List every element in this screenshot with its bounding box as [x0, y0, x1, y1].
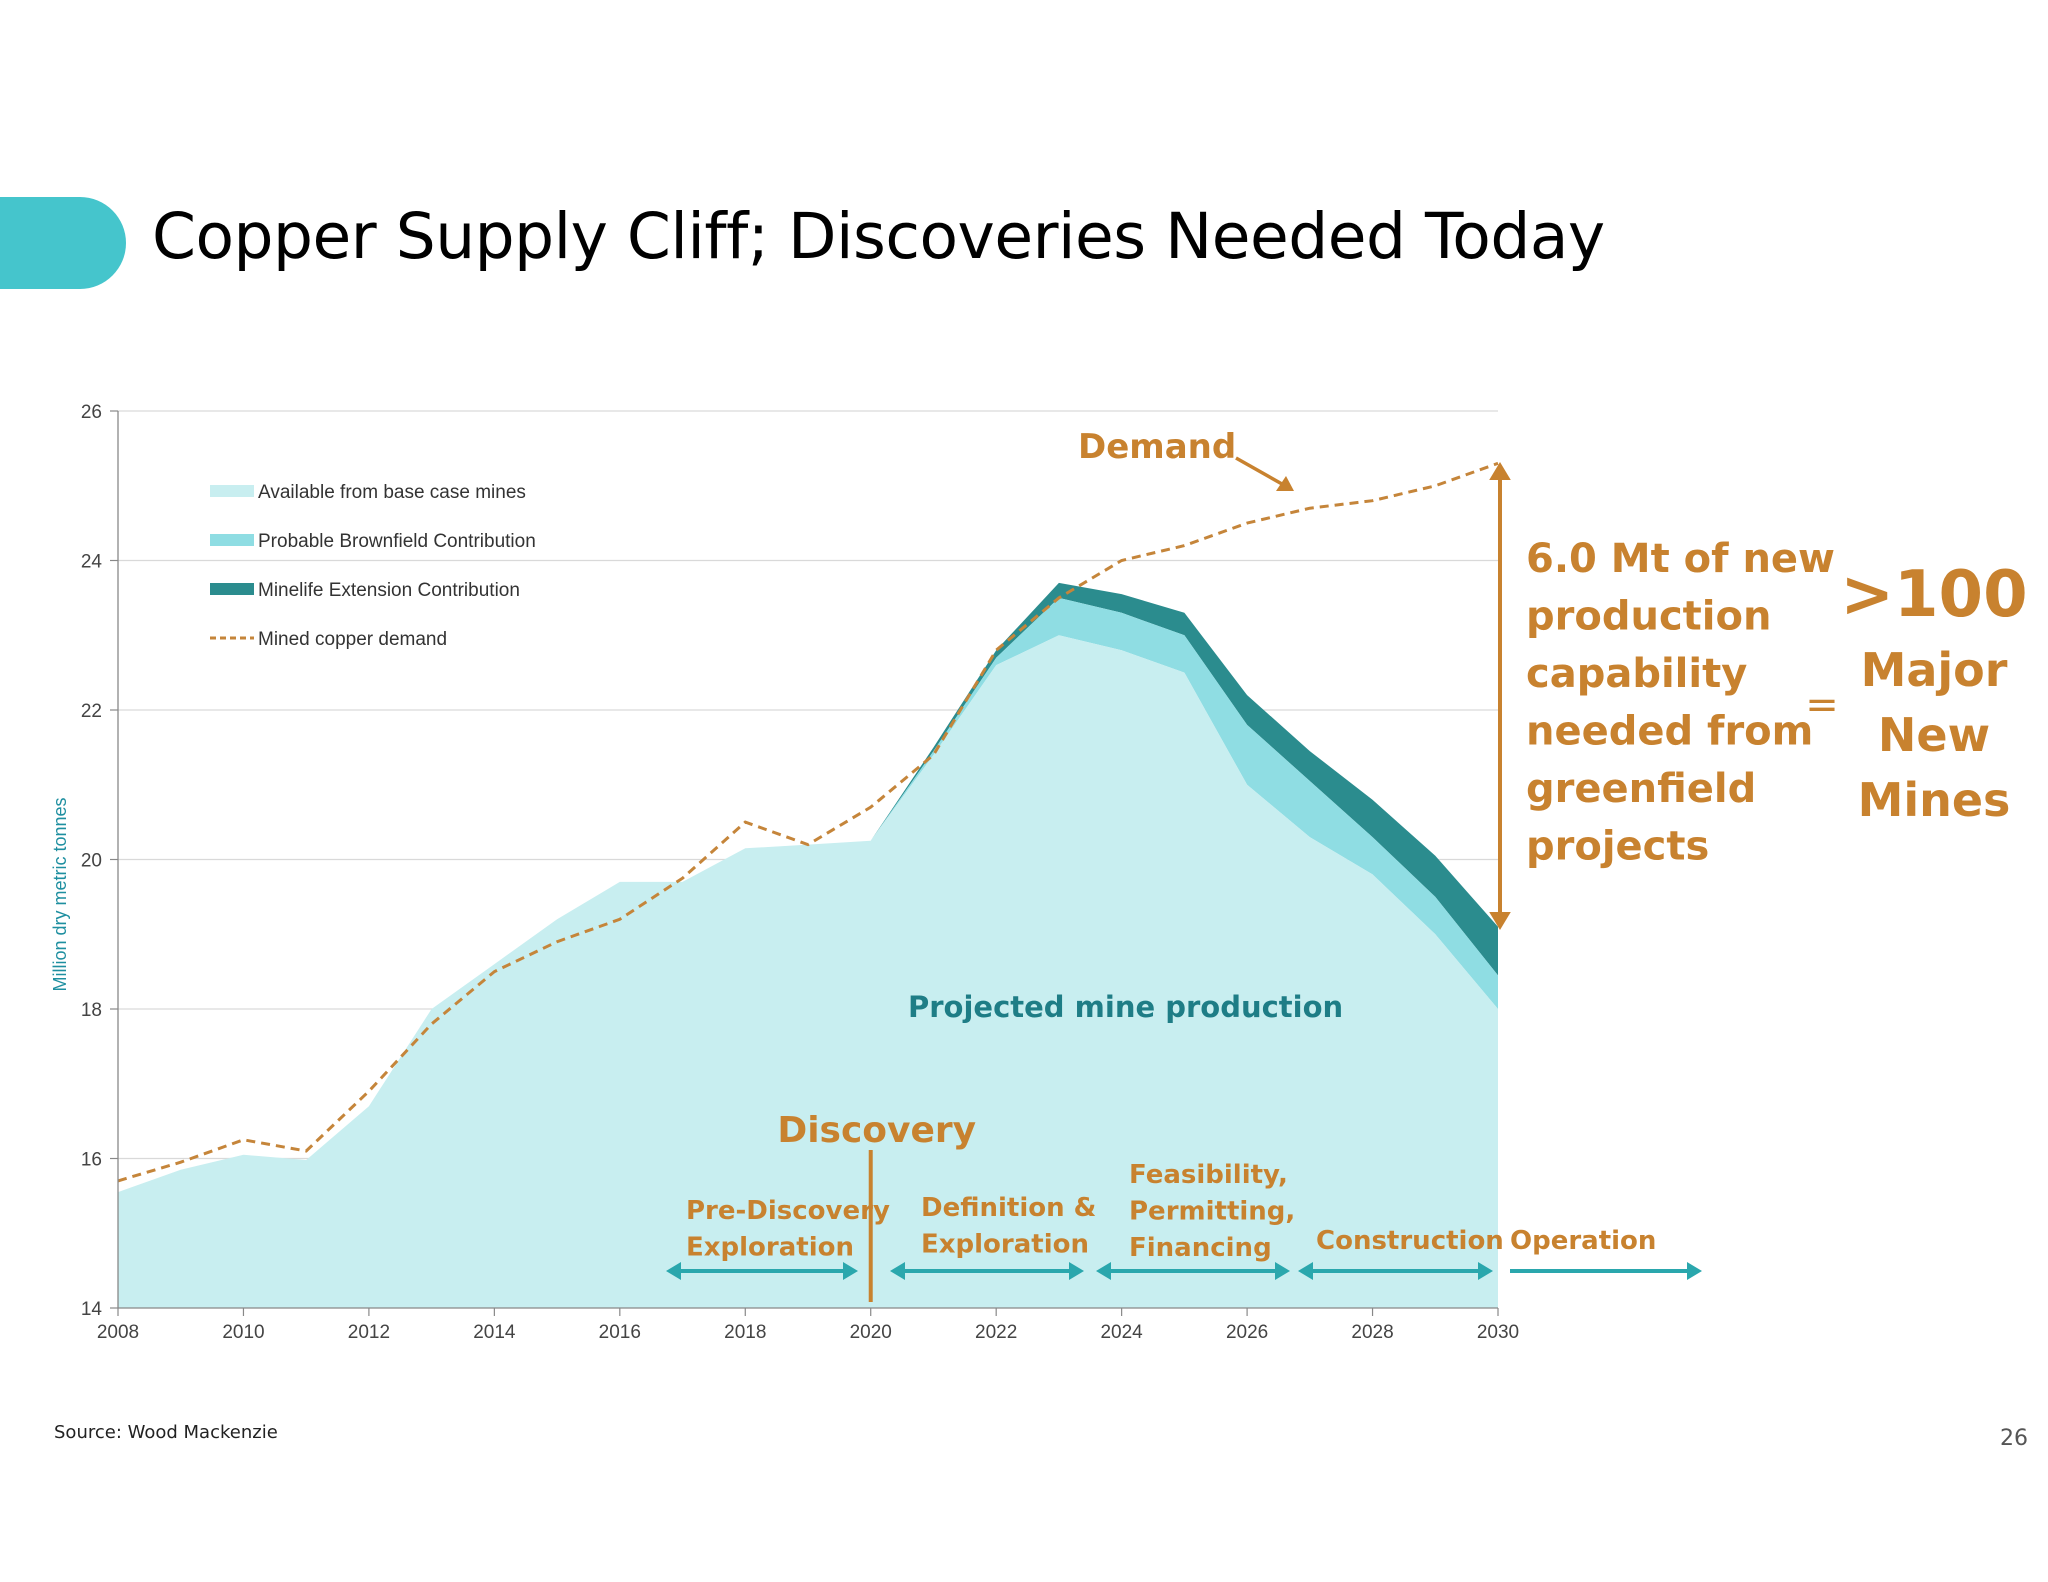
slide-title: Copper Supply Cliff; Discoveries Needed …	[152, 200, 1605, 273]
x-tick-label: 2024	[1100, 1322, 1143, 1343]
y-tick-label: 22	[81, 701, 102, 722]
x-tick-label: 2018	[724, 1322, 766, 1343]
gap-label-line: projects	[1526, 824, 1709, 870]
legend-label: Mined copper demand	[258, 629, 447, 650]
demand-label: Demand	[1078, 427, 1236, 467]
arrow-head	[1096, 1262, 1111, 1280]
y-tick-label: 18	[81, 1000, 102, 1021]
y-tick-label: 24	[81, 552, 103, 573]
y-tick-label: 16	[81, 1150, 102, 1171]
arrow-head	[1069, 1262, 1084, 1280]
x-tick-label: 2026	[1226, 1322, 1268, 1343]
gap-label-line: needed from	[1526, 709, 1813, 755]
arrow-head	[666, 1262, 681, 1280]
demand-arrow-head	[1276, 476, 1294, 491]
x-tick-label: 2030	[1477, 1322, 1519, 1343]
major-mines-count: >100	[1840, 558, 2027, 632]
major-mines-line: New	[1878, 708, 1990, 762]
major-mines-line: Mines	[1858, 773, 2011, 827]
legend-swatch	[210, 583, 254, 595]
arrow-head	[1298, 1262, 1313, 1280]
y-tick-label: 26	[81, 402, 102, 423]
legend-label: Probable Brownfield Contribution	[258, 531, 536, 552]
stage-label-line: Permitting,	[1129, 1197, 1295, 1227]
legend-label: Minelife Extension Contribution	[258, 580, 520, 601]
y-tick-label: 14	[81, 1299, 103, 1320]
demand-arrow-line	[1235, 456, 1283, 486]
x-tick-label: 2020	[850, 1322, 892, 1343]
x-tick-label: 2010	[222, 1322, 264, 1343]
stage-label-line: Definition &	[921, 1193, 1096, 1223]
chart-legend: Available from base case mines Probable B…	[210, 482, 536, 650]
arrow-head	[1687, 1262, 1702, 1280]
stage-label-line: Exploration	[921, 1230, 1089, 1260]
title-accent-tab	[0, 197, 126, 289]
x-tick-label: 2016	[599, 1322, 641, 1343]
demand-line	[117, 461, 1499, 1183]
gap-label-line: 6.0 Mt of new	[1526, 536, 1835, 582]
stage-label-line: Operation	[1510, 1226, 1656, 1256]
arrow-head	[890, 1262, 905, 1280]
major-mines-line: Major	[1861, 643, 2008, 697]
discovery-label: Discovery	[777, 1110, 976, 1151]
gap-label-line: capability	[1526, 651, 1747, 697]
arrow-head	[843, 1262, 858, 1280]
y-axis-title: Million dry metric tonnes	[50, 797, 70, 991]
stage-label-line: Exploration	[686, 1233, 854, 1263]
stage-label-line: Construction	[1316, 1226, 1504, 1256]
chart-demand-line	[117, 461, 1499, 1183]
x-tick-label: 2008	[97, 1322, 139, 1343]
arrow-head	[1478, 1262, 1493, 1280]
equals-sign: =	[1805, 682, 1839, 728]
chart-areas	[118, 582, 1498, 1308]
gap-label-line: greenfield	[1526, 766, 1756, 812]
area-base-case-mines	[118, 635, 1498, 1308]
stage-label-line: Feasibility,	[1129, 1160, 1288, 1190]
x-tick-label: 2028	[1351, 1322, 1393, 1343]
page-number: 26	[2000, 1426, 2028, 1451]
source-note: Source: Wood Mackenzie	[54, 1422, 278, 1443]
x-tick-label: 2014	[473, 1322, 516, 1343]
chart-annotations: Demand Projected mine production 6.0 Mt of…	[666, 427, 2028, 1302]
y-tick-label: 20	[81, 851, 102, 872]
x-tick-label: 2022	[975, 1322, 1017, 1343]
arrow-head	[1489, 912, 1511, 930]
arrow-head	[1275, 1262, 1290, 1280]
x-tick-label: 2012	[348, 1322, 390, 1343]
stage-label-line: Financing	[1129, 1233, 1272, 1263]
stage-label-line: Pre-Discovery	[686, 1196, 890, 1226]
projected-production-label: Projected mine production	[908, 990, 1343, 1024]
legend-label: Available from base case mines	[258, 482, 526, 503]
legend-swatch	[210, 485, 254, 497]
arrow-head	[1489, 462, 1511, 480]
legend-swatch	[210, 534, 254, 546]
gap-label-line: production	[1526, 594, 1771, 640]
